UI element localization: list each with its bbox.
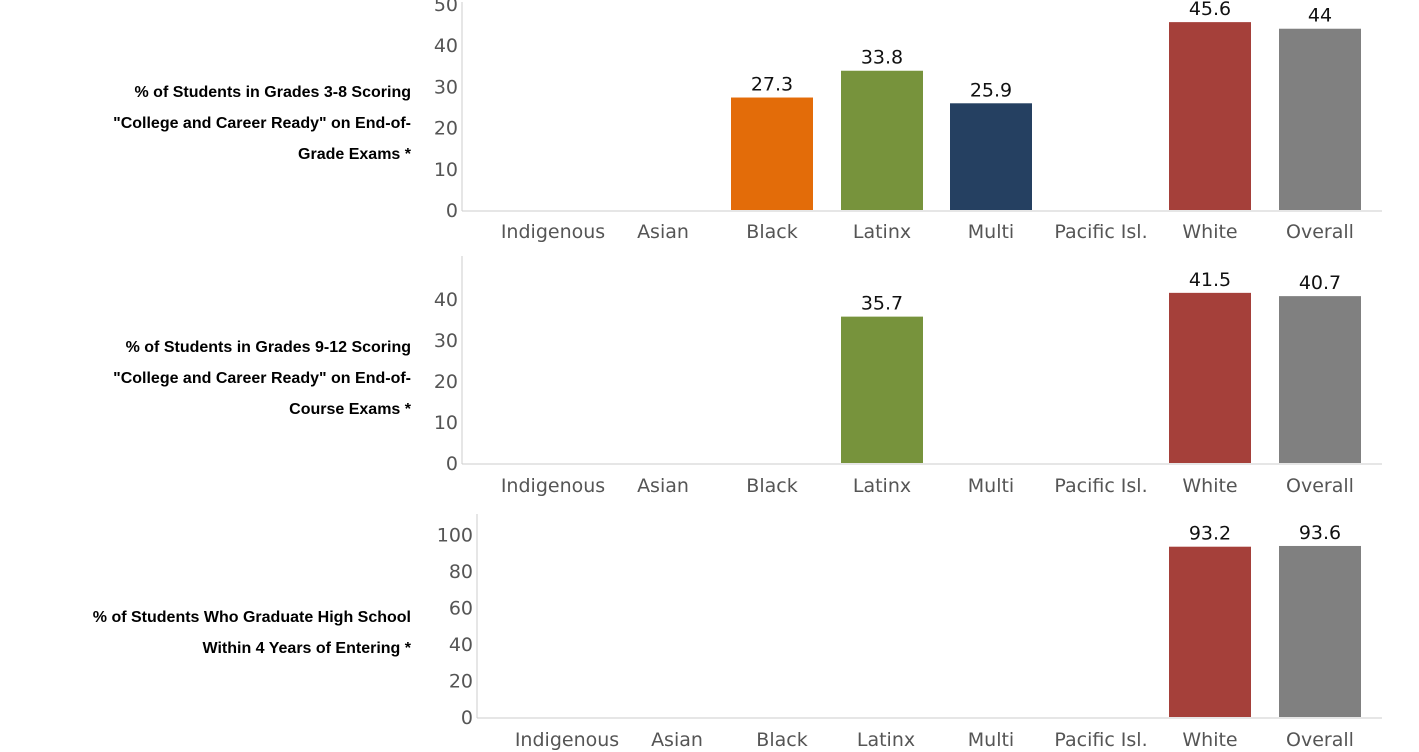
y-tick-label: 80 [449, 561, 473, 583]
bar-overall [1279, 296, 1361, 463]
y-tick-label: 20 [434, 371, 458, 393]
bar-chart: 0 20 40 60 80 100 Indigenous Asian Black Latinx Mu… [437, 514, 1382, 751]
x-category-label: Asian [637, 475, 689, 497]
x-category-label: Overall [1286, 475, 1354, 497]
value-label: 93.6 [1299, 522, 1341, 544]
x-category-label: Black [746, 475, 797, 497]
y-tick-label: 60 [449, 597, 473, 619]
x-category-label: Asian [651, 729, 703, 751]
x-category-label: Latinx [853, 221, 911, 243]
y-tick-label: 100 [437, 524, 473, 546]
y-tick-label: 10 [434, 159, 458, 181]
y-tick-label: 0 [446, 453, 458, 475]
row-label-line: Grade Exams * [298, 146, 411, 163]
x-category-label: White [1182, 221, 1237, 243]
row-label: % of Students Who Graduate High School W… [93, 602, 411, 664]
bar-chart: 0 10 20 30 40 50 Indigenous Asian 27.3 Black 33.8 L… [434, 0, 1382, 243]
row-label-line: "College and Career Ready" on End-of- [113, 115, 411, 132]
x-category-label: Latinx [857, 729, 915, 751]
x-category-label: Multi [968, 729, 1014, 751]
row-label-line: "College and Career Ready" on End-of- [113, 370, 411, 387]
chart-panel-2: % of Students in Grades 9-12 Scoring "Co… [0, 254, 1419, 504]
value-label: 33.8 [861, 47, 903, 69]
value-label: 41.5 [1189, 269, 1231, 291]
bar-white [1169, 546, 1251, 717]
row-label-line: Course Exams * [289, 401, 411, 418]
row-label-line: % of Students Who Graduate High School [92, 609, 411, 626]
x-category-label: Black [756, 729, 807, 751]
y-tick-label: 0 [446, 200, 458, 222]
bar-overall [1279, 545, 1361, 717]
bar-multi [950, 103, 1032, 210]
bar-chart: 0 10 20 30 40 Indigenous Asian Black 35.7 Latinx M… [434, 256, 1382, 497]
row-label: % of Students in Grades 3-8 Scoring "Col… [113, 77, 411, 170]
value-label: 25.9 [970, 79, 1012, 101]
bar-black [731, 97, 813, 210]
chart-panel-3: % of Students Who Graduate High School W… [0, 508, 1419, 752]
y-tick-label: 50 [434, 0, 458, 16]
x-category-label: Indigenous [501, 475, 605, 497]
y-tick-label: 40 [434, 289, 458, 311]
x-category-label: White [1182, 729, 1237, 751]
x-category-label: Pacific Isl. [1054, 221, 1147, 243]
bar-overall [1279, 28, 1361, 210]
x-category-label: Pacific Isl. [1054, 475, 1147, 497]
y-tick-label: 30 [434, 330, 458, 352]
chart-panel-1: % of Students in Grades 3-8 Scoring "Col… [0, 0, 1419, 250]
x-category-label: Overall [1286, 729, 1354, 751]
x-category-label: Multi [968, 475, 1014, 497]
x-category-label: Multi [968, 221, 1014, 243]
x-category-label: Indigenous [515, 729, 619, 751]
bar-white [1169, 22, 1251, 210]
x-category-label: White [1182, 475, 1237, 497]
bar-latinx [841, 316, 923, 463]
x-category-label: Black [746, 221, 797, 243]
row-label-line: Within 4 Years of Entering * [202, 640, 412, 657]
row-label: % of Students in Grades 9-12 Scoring "Co… [113, 332, 411, 425]
row-label-line: % of Students in Grades 3-8 Scoring [134, 84, 412, 101]
y-tick-label: 40 [434, 35, 458, 57]
y-tick-label: 0 [461, 707, 473, 729]
x-category-label: Latinx [853, 475, 911, 497]
x-category-label: Asian [637, 221, 689, 243]
bar-latinx [841, 70, 923, 210]
value-label: 44 [1308, 5, 1332, 27]
x-category-label: Indigenous [501, 221, 605, 243]
value-label: 40.7 [1299, 272, 1341, 294]
y-tick-label: 40 [449, 634, 473, 656]
value-label: 27.3 [751, 74, 793, 96]
value-label: 35.7 [861, 293, 903, 315]
y-tick-label: 30 [434, 76, 458, 98]
value-label: 45.6 [1189, 0, 1231, 20]
bar-white [1169, 292, 1251, 463]
x-category-label: Overall [1286, 221, 1354, 243]
row-label-line: % of Students in Grades 9-12 Scoring [125, 339, 411, 356]
y-tick-label: 10 [434, 412, 458, 434]
y-tick-label: 20 [434, 118, 458, 140]
x-category-label: Pacific Isl. [1054, 729, 1147, 751]
value-label: 93.2 [1189, 523, 1231, 545]
y-tick-label: 20 [449, 670, 473, 692]
